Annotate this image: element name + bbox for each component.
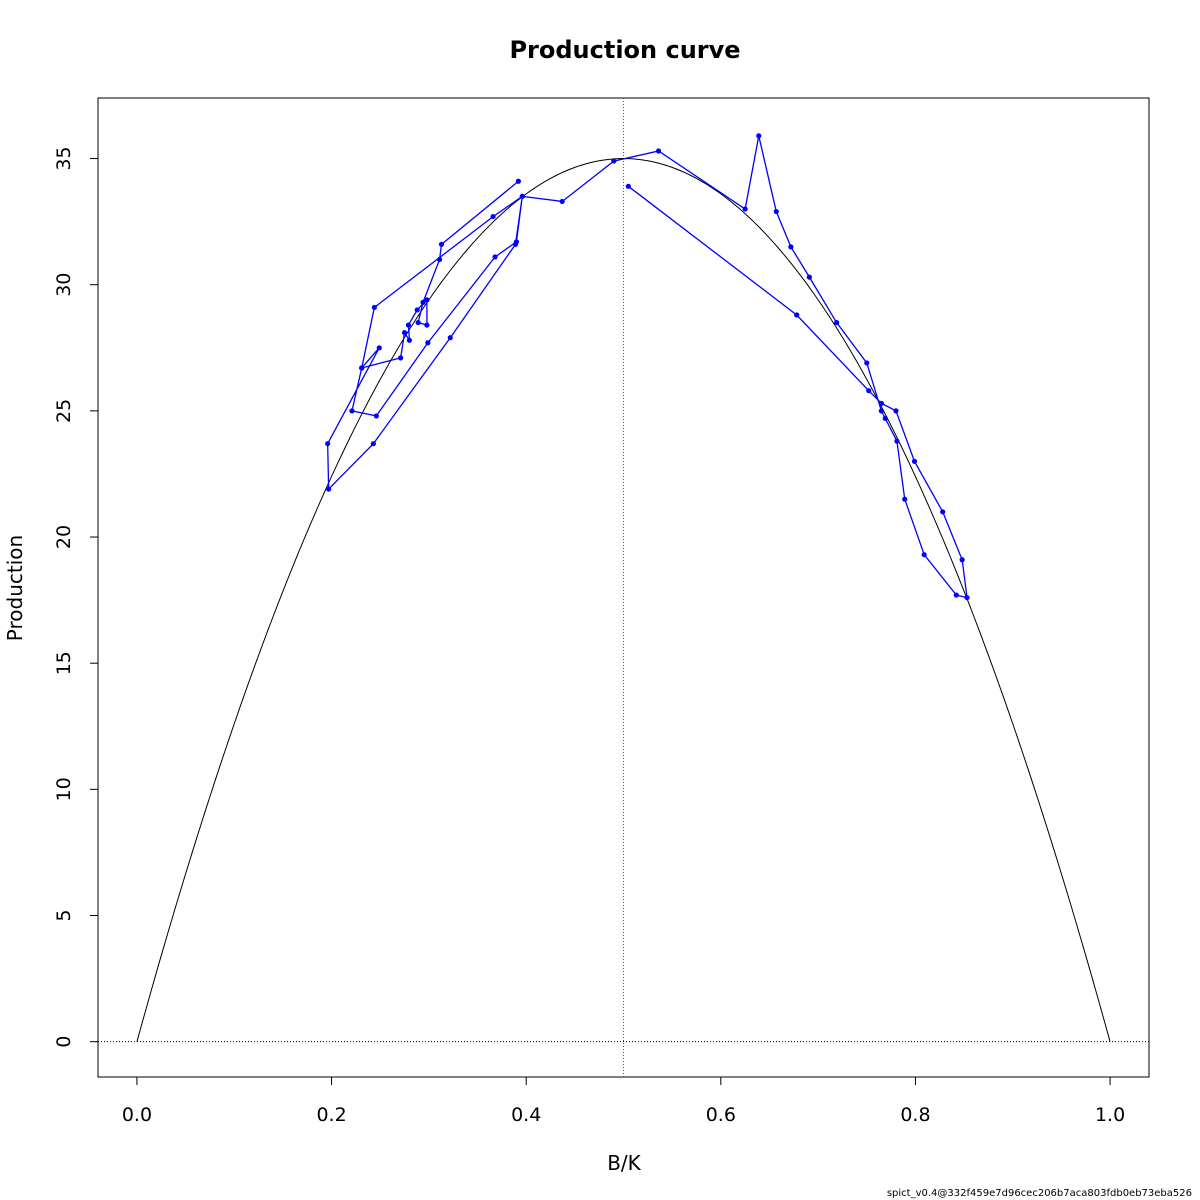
y-tick-label-2: 10 [53,777,75,801]
series-point-0-35 [788,244,794,250]
series-point-0-52 [794,312,800,318]
series-point-0-26 [447,335,453,341]
series-point-0-22 [376,345,382,351]
series-point-0-2 [436,256,443,263]
series-point-0-24 [326,486,332,492]
series-point-0-37 [834,319,840,326]
series-point-0-53 [625,183,631,189]
series-point-0-46 [959,557,965,563]
x-tick-label-1: 0.2 [316,1104,346,1126]
y-tick-label-7: 35 [53,146,75,170]
series-point-0-7 [414,307,420,313]
series-point-0-14 [490,213,496,220]
x-tick-label-3: 0.6 [706,1104,736,1126]
series-point-0-3 [420,299,426,305]
series-point-0-34 [773,208,779,215]
series-point-0-9 [406,337,413,343]
x-tick-label-2: 0.4 [511,1104,541,1126]
series-point-0-33 [756,133,762,139]
y-tick-label-6: 30 [53,273,75,297]
series-point-0-6 [424,297,430,303]
series-point-0-5 [424,322,430,328]
x-axis-label: B/K [607,1151,641,1175]
series-point-0-29 [559,198,565,205]
series-point-0-13 [371,304,377,311]
series-point-0-8 [405,322,412,328]
series-point-0-21 [359,365,365,371]
x-tick-label-0: 0.0 [122,1104,152,1126]
series-point-0-50 [878,400,884,406]
series-point-0-25 [370,441,377,447]
series-point-0-32 [742,206,748,212]
x-tick-label-4: 0.8 [900,1104,930,1126]
series-point-0-42 [902,496,908,502]
series-point-0-38 [864,360,870,366]
plot-area: 0.0 0.2 0.4 0.6 0.8 1.0 0 5 10 15 20 25 30 35 [53,97,1150,1126]
x-tick-label-5: 1.0 [1095,1104,1125,1126]
chart-title: Production curve [509,36,740,64]
series-point-0-51 [866,388,872,394]
y-tick-label-5: 25 [53,399,75,423]
series-point-0-49 [893,408,899,414]
series-point-0-4 [415,319,421,326]
version-footer: spict_v0.4@332f459e7d96cec206b7aca803fdb… [887,1188,1192,1199]
series-point-0-30 [611,158,617,164]
series-point-0-47 [940,509,946,515]
series-point-0-45 [964,594,970,601]
series-point-0-18 [425,340,431,346]
series-point-0-0 [515,178,522,184]
y-tick-label-0: 0 [53,1036,75,1048]
series-point-0-43 [921,552,927,558]
series-point-0-28 [519,193,525,200]
y-tick-label-4: 20 [53,525,75,549]
series-point-0-36 [806,274,812,280]
series-point-0-31 [655,148,662,154]
y-axis-label: Production [3,535,27,641]
series-point-0-20 [349,408,355,414]
series-point-0-1 [438,241,445,247]
series-point-0-48 [911,458,918,464]
series-point-0-27 [512,241,519,247]
series-point-0-11 [398,355,404,361]
series-point-0-44 [953,592,959,598]
series-point-0-41 [894,438,900,444]
series-point-0-17 [492,254,498,260]
series-point-0-19 [373,413,379,419]
series-point-0-23 [325,441,331,447]
y-tick-label-1: 5 [53,909,75,921]
y-tick-label-3: 15 [53,651,75,675]
series-point-0-10 [401,330,408,336]
series-point-0-39 [878,408,884,414]
series-point-0-40 [882,415,888,422]
